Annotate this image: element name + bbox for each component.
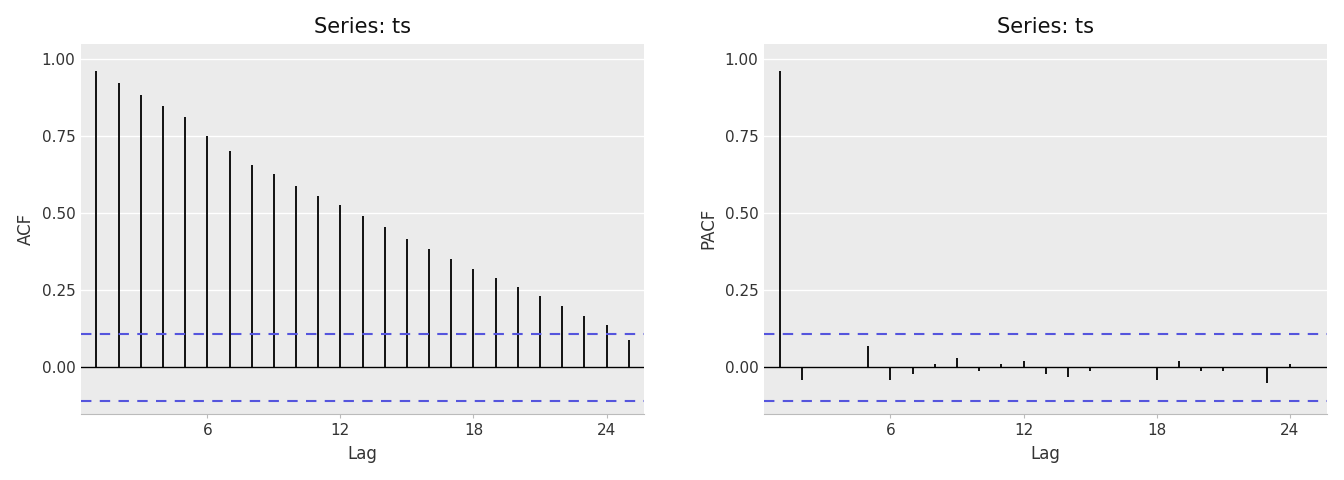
X-axis label: Lag: Lag xyxy=(1031,445,1060,463)
Y-axis label: ACF: ACF xyxy=(16,213,35,245)
Title: Series: ts: Series: ts xyxy=(314,17,411,36)
Y-axis label: PACF: PACF xyxy=(700,208,718,249)
Title: Series: ts: Series: ts xyxy=(997,17,1094,36)
X-axis label: Lag: Lag xyxy=(348,445,378,463)
